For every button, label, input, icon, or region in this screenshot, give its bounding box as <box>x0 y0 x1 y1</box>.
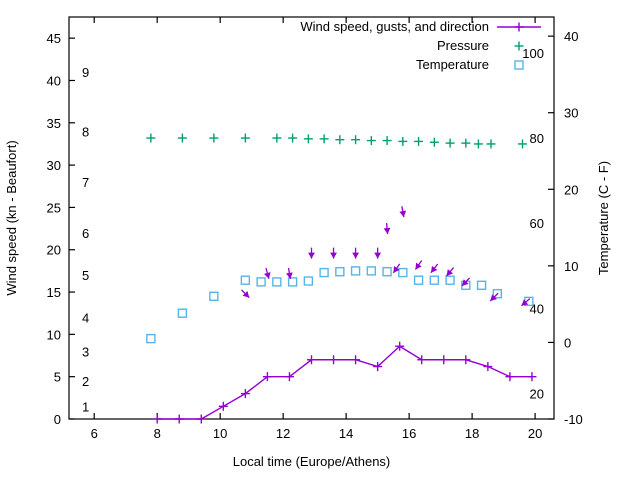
data-point-temperature <box>146 333 156 344</box>
wind-direction-arrow-head <box>393 265 400 273</box>
y-tick-label: 0 <box>54 412 61 427</box>
data-point-temperature <box>366 266 377 276</box>
data-point-temperature <box>272 277 282 287</box>
wind-direction-arrow-head <box>430 265 438 273</box>
y2-fahrenheit-label: 100 <box>522 46 544 61</box>
data-point-temperature <box>350 266 361 276</box>
x-tick-label: 16 <box>402 426 416 441</box>
data-point-temperature <box>177 308 188 318</box>
wind-direction-arrow-head <box>374 252 382 259</box>
wind-direction-arrow-head <box>490 294 497 302</box>
series-line-wind <box>157 345 532 420</box>
y-tick-label: 35 <box>47 116 61 131</box>
y-tick-label: 30 <box>47 158 61 173</box>
y-axis-title: Wind speed (kn - Beaufort) <box>4 140 19 295</box>
y-beaufort-label: 4 <box>82 310 89 325</box>
data-point-temperature <box>492 289 503 299</box>
y-tick-label: 10 <box>47 327 61 342</box>
wind-direction-arrow-head <box>399 210 407 218</box>
y-beaufort-label: 5 <box>82 268 89 283</box>
data-point-temperature <box>398 267 408 278</box>
y2-fahrenheit-label: 80 <box>530 131 544 146</box>
y-beaufort-label: 7 <box>82 175 89 190</box>
data-point-temperature <box>445 275 455 285</box>
data-point-temperature <box>256 277 266 287</box>
data-point-temperature <box>303 276 314 286</box>
wind-direction-arrow-head <box>462 279 469 286</box>
y-beaufort-label: 6 <box>82 226 89 241</box>
data-point-temperature <box>287 277 298 287</box>
y2-tick-label: 30 <box>564 106 578 121</box>
y2-tick-label: 0 <box>564 335 571 350</box>
data-point-temperature <box>209 291 219 301</box>
legend-label-pressure: Pressure <box>437 38 489 53</box>
data-point-temperature <box>429 275 440 285</box>
x-tick-label: 10 <box>213 426 227 441</box>
wind-direction-arrow-head <box>330 252 337 259</box>
y2-tick-label: 10 <box>564 259 578 274</box>
x-tick-label: 18 <box>465 426 479 441</box>
y-tick-label: 20 <box>47 243 61 258</box>
y-beaufort-label: 9 <box>82 65 89 80</box>
y2-fahrenheit-label: 60 <box>530 216 544 231</box>
data-point-temperature <box>413 275 424 285</box>
y-beaufort-label: 3 <box>82 344 89 359</box>
wind-direction-arrow-head <box>352 252 359 259</box>
data-point-temperature <box>240 275 251 285</box>
data-point-temperature <box>476 280 487 290</box>
wind-direction-arrow-head <box>415 262 422 270</box>
y2-tick-label: 20 <box>564 182 578 197</box>
y-tick-label: 45 <box>47 31 61 46</box>
y-tick-label: 5 <box>54 370 61 385</box>
y2-tick-label: 40 <box>564 29 578 44</box>
x-axis-title: Local time (Europe/Athens) <box>233 454 391 469</box>
y2-axis-title: Temperature (C - F) <box>596 161 611 275</box>
y2-fahrenheit-label: 20 <box>530 387 544 402</box>
wind-direction-arrow-head <box>286 272 293 279</box>
plot-border <box>68 16 555 420</box>
legend-label-temperature: Temperature <box>416 57 489 72</box>
data-point-temperature <box>382 267 392 277</box>
x-tick-label: 12 <box>276 426 290 441</box>
data-point-temperature <box>335 267 345 277</box>
y-beaufort-label: 2 <box>82 374 89 389</box>
wind-direction-arrow-head <box>446 269 453 276</box>
wind-direction-arrow-head <box>521 299 529 306</box>
wind-direction-arrow-head <box>263 272 271 279</box>
wind-direction-arrow-head <box>308 252 315 259</box>
legend-label-wind: Wind speed, gusts, and direction <box>300 19 489 34</box>
y-beaufort-label: 8 <box>82 124 89 139</box>
wind-direction-arrow-head <box>383 227 391 235</box>
legend-marker-temperature <box>514 60 524 70</box>
x-tick-label: 6 <box>91 426 98 441</box>
x-tick-label: 14 <box>339 426 353 441</box>
y-tick-label: 15 <box>47 285 61 300</box>
x-tick-label: 20 <box>528 426 542 441</box>
x-tick-label: 8 <box>154 426 161 441</box>
y2-tick-label: -10 <box>564 412 583 427</box>
wind-direction-arrow-head <box>242 290 250 298</box>
y-tick-label: 25 <box>47 200 61 215</box>
y-tick-label: 40 <box>47 73 61 88</box>
y2-fahrenheit-label: 40 <box>530 302 544 317</box>
data-point-temperature <box>319 267 329 278</box>
y-beaufort-label: 1 <box>82 399 89 414</box>
